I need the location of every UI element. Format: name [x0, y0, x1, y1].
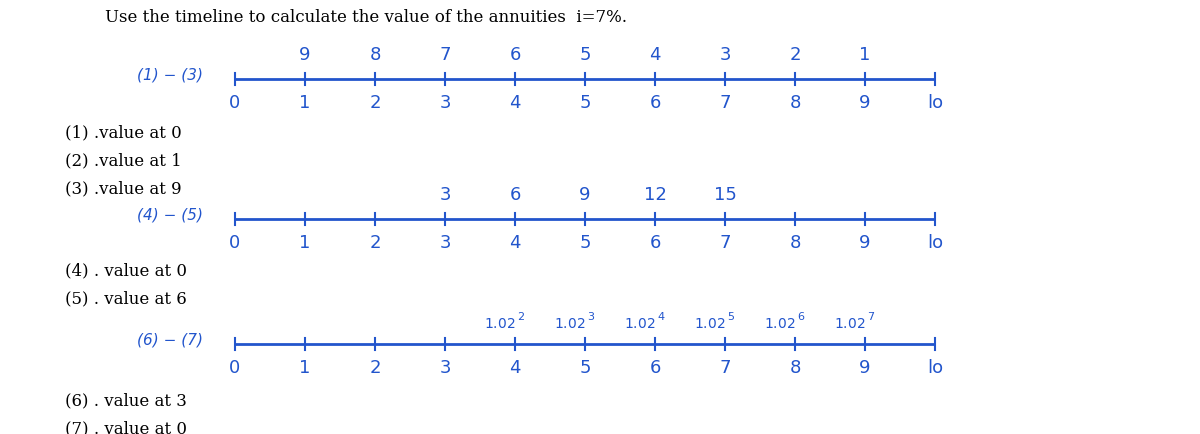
- Text: Use the timeline to calculate the value of the annuities  i=7%.: Use the timeline to calculate the value …: [106, 9, 628, 26]
- Text: 3: 3: [439, 359, 451, 377]
- Text: 2: 2: [370, 359, 380, 377]
- Text: 0: 0: [229, 234, 241, 252]
- Text: $\mathregular{1.02}$: $\mathregular{1.02}$: [553, 317, 586, 331]
- Text: 4: 4: [509, 359, 521, 377]
- Text: (6) . value at 3: (6) . value at 3: [65, 392, 187, 409]
- Text: 8: 8: [370, 46, 380, 64]
- Text: 1: 1: [299, 359, 311, 377]
- Text: (5) . value at 6: (5) . value at 6: [65, 290, 187, 307]
- Text: 4: 4: [509, 94, 521, 112]
- Text: (4) . value at 0: (4) . value at 0: [65, 262, 187, 279]
- Text: 5: 5: [580, 234, 590, 252]
- Text: 5: 5: [580, 359, 590, 377]
- Text: 1: 1: [859, 46, 871, 64]
- Text: $\mathregular{1.02}$: $\mathregular{1.02}$: [834, 317, 865, 331]
- Text: 5: 5: [580, 46, 590, 64]
- Text: 3: 3: [439, 186, 451, 204]
- Text: (6) − (7): (6) − (7): [137, 332, 203, 348]
- Text: 6: 6: [509, 46, 521, 64]
- Text: 8: 8: [790, 234, 800, 252]
- Text: 4: 4: [509, 234, 521, 252]
- Text: 15: 15: [714, 186, 737, 204]
- Text: 3: 3: [719, 46, 731, 64]
- Text: (2) .value at 1: (2) .value at 1: [65, 152, 181, 169]
- Text: 0: 0: [229, 94, 241, 112]
- Text: 2: 2: [790, 46, 800, 64]
- Text: 6: 6: [649, 359, 661, 377]
- Text: $\mathregular{1.02}$: $\mathregular{1.02}$: [624, 317, 655, 331]
- Text: $\mathregular{1.02}$: $\mathregular{1.02}$: [694, 317, 725, 331]
- Text: 2: 2: [517, 312, 524, 322]
- Text: (4) − (5): (4) − (5): [137, 207, 203, 223]
- Text: 4: 4: [649, 46, 661, 64]
- Text: 2: 2: [370, 94, 380, 112]
- Text: 3: 3: [439, 234, 451, 252]
- Text: 4: 4: [658, 312, 664, 322]
- Text: 12: 12: [643, 186, 666, 204]
- Text: 1: 1: [299, 94, 311, 112]
- Text: (1) − (3): (1) − (3): [137, 68, 203, 82]
- Text: 7: 7: [719, 94, 731, 112]
- Text: lo: lo: [926, 94, 943, 112]
- Text: $\mathregular{1.02}$: $\mathregular{1.02}$: [484, 317, 515, 331]
- Text: 9: 9: [859, 359, 871, 377]
- Text: lo: lo: [926, 234, 943, 252]
- Text: 3: 3: [587, 312, 594, 322]
- Text: 6: 6: [797, 312, 804, 322]
- Text: lo: lo: [926, 359, 943, 377]
- Text: 7: 7: [719, 234, 731, 252]
- Text: 7: 7: [719, 359, 731, 377]
- Text: 5: 5: [727, 312, 734, 322]
- Text: (3) .value at 9: (3) .value at 9: [65, 180, 181, 197]
- Text: 0: 0: [229, 359, 241, 377]
- Text: 7: 7: [866, 312, 874, 322]
- Text: 7: 7: [439, 46, 451, 64]
- Text: (1) .value at 0: (1) .value at 0: [65, 124, 181, 141]
- Text: (7) . value at 0: (7) . value at 0: [65, 420, 187, 434]
- Text: 9: 9: [859, 94, 871, 112]
- Text: 6: 6: [649, 94, 661, 112]
- Text: 2: 2: [370, 234, 380, 252]
- Text: $\mathregular{1.02}$: $\mathregular{1.02}$: [763, 317, 796, 331]
- Text: 8: 8: [790, 359, 800, 377]
- Text: 9: 9: [299, 46, 311, 64]
- Text: 9: 9: [859, 234, 871, 252]
- Text: 9: 9: [580, 186, 590, 204]
- Text: 8: 8: [790, 94, 800, 112]
- Text: 6: 6: [509, 186, 521, 204]
- Text: 1: 1: [299, 234, 311, 252]
- Text: 3: 3: [439, 94, 451, 112]
- Text: 5: 5: [580, 94, 590, 112]
- Text: 6: 6: [649, 234, 661, 252]
